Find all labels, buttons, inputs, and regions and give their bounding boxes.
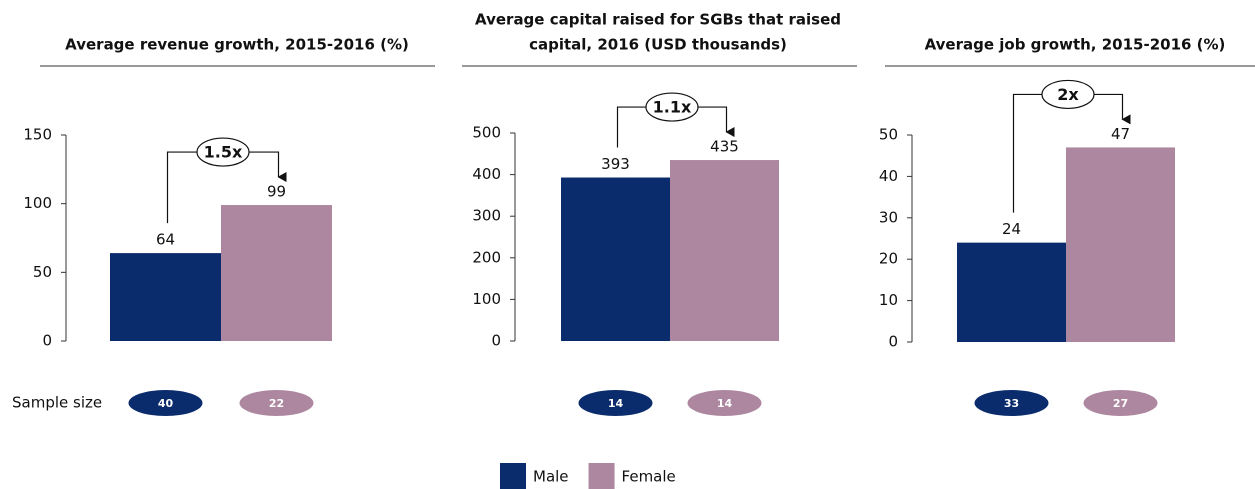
sample-size-badge xyxy=(128,390,203,416)
data-label: 393 xyxy=(601,155,630,173)
sample-size-badge xyxy=(1083,390,1158,416)
y-tick-label: 50 xyxy=(33,263,52,281)
bar xyxy=(670,160,779,341)
y-tick-label: 10 xyxy=(879,291,898,309)
bar xyxy=(1066,147,1175,342)
bar xyxy=(221,205,332,341)
y-tick-label: 500 xyxy=(472,124,501,142)
annotation-badge xyxy=(196,137,250,167)
y-tick-label: 40 xyxy=(879,167,898,185)
annotation-badge xyxy=(1041,79,1095,110)
sample-size-badge xyxy=(687,390,762,416)
data-label: 24 xyxy=(1002,220,1021,238)
y-tick-label: 20 xyxy=(879,250,898,268)
y-tick-label: 100 xyxy=(23,194,52,212)
sample-size: 14 xyxy=(608,397,624,410)
annotation: 2x xyxy=(1057,85,1079,104)
sample-size: 27 xyxy=(1113,397,1128,410)
sample-size-badge xyxy=(578,390,653,416)
y-tick-label: 400 xyxy=(472,165,501,183)
annotation: 1.5x xyxy=(204,143,243,162)
sample-size: 14 xyxy=(717,397,733,410)
legend-label: Male xyxy=(533,468,569,486)
y-tick-label: 200 xyxy=(472,248,501,266)
y-tick-label: 300 xyxy=(472,207,501,225)
y-tick-label: 100 xyxy=(472,290,501,308)
data-label: 64 xyxy=(156,231,175,249)
data-label: 99 xyxy=(267,183,286,201)
chart-title: Average job growth, 2015-2016 (%) xyxy=(925,36,1226,54)
y-tick-label: 50 xyxy=(879,126,898,144)
bar xyxy=(110,253,221,341)
legend-swatch xyxy=(588,463,615,489)
legend-swatch xyxy=(500,463,526,489)
sample-size: 33 xyxy=(1004,397,1019,410)
annotation: 1.1x xyxy=(653,98,692,117)
bar xyxy=(957,242,1066,342)
chart-title: capital, 2016 (USD thousands) xyxy=(529,36,787,54)
annotation-badge xyxy=(645,92,699,122)
chart-title: Average revenue growth, 2015-2016 (%) xyxy=(65,36,409,54)
y-tick-label: 0 xyxy=(42,332,52,350)
data-label: 47 xyxy=(1111,125,1130,143)
sample-size: 40 xyxy=(158,397,174,410)
sample-size-label: Sample size xyxy=(12,394,102,412)
data-label: 435 xyxy=(710,138,739,156)
y-tick-label: 0 xyxy=(491,332,501,350)
y-tick-label: 0 xyxy=(888,333,898,351)
sample-size-badge xyxy=(239,390,314,416)
chart-title: Average capital raised for SGBs that rai… xyxy=(475,11,841,29)
legend-label: Female xyxy=(622,468,676,486)
y-tick-label: 30 xyxy=(879,208,898,226)
sample-size-badge xyxy=(974,390,1049,416)
sample-size: 22 xyxy=(269,397,284,410)
bar xyxy=(561,177,670,341)
y-tick-label: 150 xyxy=(23,126,52,144)
